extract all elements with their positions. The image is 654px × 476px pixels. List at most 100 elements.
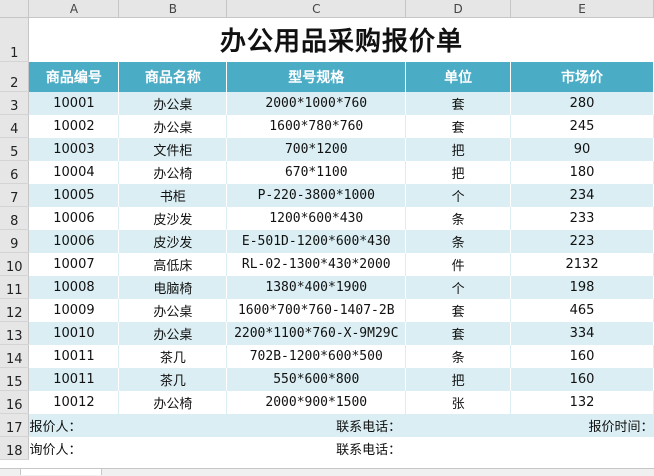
cell-spec[interactable]: 2000*1000*760 — [226, 91, 407, 115]
sheet-tab[interactable] — [20, 469, 102, 475]
select-all-corner[interactable] — [0, 0, 30, 18]
header-cell-price[interactable]: 市场价 — [510, 61, 654, 92]
cell-price[interactable]: 2132 — [510, 252, 654, 276]
row-header[interactable]: 4 — [0, 114, 30, 138]
cell-unit[interactable]: 把 — [405, 137, 512, 161]
cell-code[interactable]: 10002 — [28, 114, 120, 138]
row-header[interactable]: 1 — [0, 17, 30, 62]
cell-unit[interactable]: 条 — [405, 206, 512, 230]
cell-unit[interactable]: 把 — [405, 160, 512, 184]
cell-code[interactable]: 10001 — [28, 91, 120, 115]
quoter-phone-label[interactable]: 联系电话： — [226, 413, 511, 437]
cell-unit[interactable]: 件 — [405, 252, 512, 276]
row-header[interactable]: 3 — [0, 91, 30, 115]
row-header[interactable]: 7 — [0, 183, 30, 207]
header-cell-name[interactable]: 商品名称 — [118, 61, 228, 92]
cell-price[interactable]: 90 — [510, 137, 654, 161]
column-header-c[interactable]: C — [226, 0, 407, 18]
cell-name[interactable]: 茶几 — [118, 344, 228, 368]
cell-code[interactable]: 10005 — [28, 183, 120, 207]
cell-code[interactable]: 10004 — [28, 160, 120, 184]
header-cell-unit[interactable]: 单位 — [405, 61, 512, 92]
cell-price[interactable]: 223 — [510, 229, 654, 253]
inquirer-phone-label[interactable]: 联系电话： — [226, 436, 511, 460]
header-cell-code[interactable]: 商品编号 — [28, 61, 120, 92]
column-header-e[interactable]: E — [510, 0, 654, 18]
cell-unit[interactable]: 把 — [405, 367, 512, 391]
cell-name[interactable]: 皮沙发 — [118, 206, 228, 230]
cell-spec[interactable]: 1600*700*760-1407-2B — [226, 298, 407, 322]
cell-code[interactable]: 10006 — [28, 206, 120, 230]
row-header[interactable]: 12 — [0, 298, 30, 322]
cell-price[interactable]: 280 — [510, 91, 654, 115]
cell-spec[interactable]: 2200*1100*760-X-9M29C — [226, 321, 407, 345]
cell-name[interactable]: 办公桌 — [118, 298, 228, 322]
row-header[interactable]: 18 — [0, 436, 30, 460]
cell-price[interactable]: 132 — [510, 390, 654, 414]
quoter-value[interactable] — [118, 413, 227, 437]
row-header[interactable]: 8 — [0, 206, 30, 230]
row-header[interactable]: 11 — [0, 275, 30, 299]
row-header[interactable]: 14 — [0, 344, 30, 368]
cell-spec[interactable]: 700*1200 — [226, 137, 407, 161]
column-header-d[interactable]: D — [405, 0, 512, 18]
cell-spec[interactable]: 1200*600*430 — [226, 206, 407, 230]
column-header-b[interactable]: B — [118, 0, 228, 18]
header-cell-spec[interactable]: 型号规格 — [226, 61, 407, 92]
cell-price[interactable]: 233 — [510, 206, 654, 230]
cell-code[interactable]: 10008 — [28, 275, 120, 299]
cell-spec[interactable]: 702B-1200*600*500 — [226, 344, 407, 368]
cell-price[interactable]: 465 — [510, 298, 654, 322]
cell-code[interactable]: 10010 — [28, 321, 120, 345]
cell-unit[interactable]: 套 — [405, 114, 512, 138]
cell-unit[interactable]: 套 — [405, 91, 512, 115]
cell-code[interactable]: 10012 — [28, 390, 120, 414]
quote-time-label[interactable]: 报价时间： — [510, 413, 654, 437]
cell-unit[interactable]: 个 — [405, 275, 512, 299]
cell-price[interactable]: 180 — [510, 160, 654, 184]
cell-spec[interactable]: 550*600*800 — [226, 367, 407, 391]
cell-unit[interactable]: 套 — [405, 298, 512, 322]
row-header[interactable]: 16 — [0, 390, 30, 414]
cell-code[interactable]: 10011 — [28, 344, 120, 368]
row-header[interactable]: 5 — [0, 137, 30, 161]
row-header[interactable]: 13 — [0, 321, 30, 345]
cell-unit[interactable]: 张 — [405, 390, 512, 414]
cell-price[interactable]: 234 — [510, 183, 654, 207]
row-header[interactable]: 15 — [0, 367, 30, 391]
cell-price[interactable]: 334 — [510, 321, 654, 345]
cell-spec[interactable]: 2000*900*1500 — [226, 390, 407, 414]
cell-spec[interactable]: 670*1100 — [226, 160, 407, 184]
column-header-a[interactable]: A — [28, 0, 120, 18]
cell-unit[interactable]: 条 — [405, 229, 512, 253]
cell-name[interactable]: 办公椅 — [118, 390, 228, 414]
cell-name[interactable]: 高低床 — [118, 252, 228, 276]
inquirer-label[interactable]: 询价人： — [28, 436, 119, 460]
inquirer-value[interactable] — [118, 436, 227, 460]
cell-spec[interactable]: 1380*400*1900 — [226, 275, 407, 299]
cell-name[interactable]: 办公桌 — [118, 114, 228, 138]
row-header[interactable]: 17 — [0, 413, 30, 437]
row-header[interactable]: 6 — [0, 160, 30, 184]
cell-code[interactable]: 10007 — [28, 252, 120, 276]
cell-unit[interactable]: 套 — [405, 321, 512, 345]
cell-name[interactable]: 办公桌 — [118, 91, 228, 115]
cell-price[interactable]: 160 — [510, 367, 654, 391]
cell-code[interactable]: 10003 — [28, 137, 120, 161]
sheet-title[interactable]: 办公用品采购报价单 — [219, 27, 463, 58]
cell-spec[interactable]: RL-02-1300*430*2000 — [226, 252, 407, 276]
cell-code[interactable]: 10009 — [28, 298, 120, 322]
cell-name[interactable]: 皮沙发 — [118, 229, 228, 253]
empty-cell[interactable] — [510, 436, 654, 460]
cell-spec[interactable]: E-501D-1200*600*430 — [226, 229, 407, 253]
cell-spec[interactable]: P-220-3800*1000 — [226, 183, 407, 207]
cell-price[interactable]: 160 — [510, 344, 654, 368]
row-header[interactable]: 2 — [0, 61, 30, 92]
cell-price[interactable]: 198 — [510, 275, 654, 299]
cell-name[interactable]: 电脑椅 — [118, 275, 228, 299]
cell-name[interactable]: 书柜 — [118, 183, 228, 207]
cell-spec[interactable]: 1600*780*760 — [226, 114, 407, 138]
row-header[interactable]: 10 — [0, 252, 30, 276]
cell-name[interactable]: 茶几 — [118, 367, 228, 391]
cell-code[interactable]: 10006 — [28, 229, 120, 253]
